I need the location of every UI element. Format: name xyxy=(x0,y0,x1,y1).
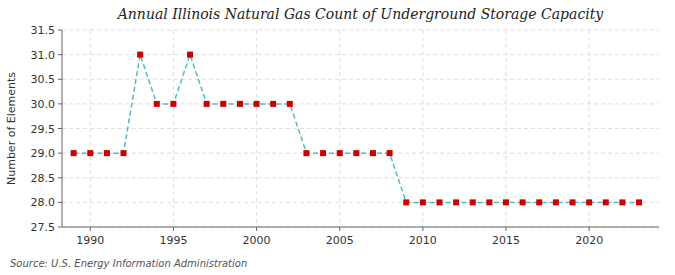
tick-mark xyxy=(58,103,62,104)
tick-mark xyxy=(256,227,257,231)
tick-label: 31.5 xyxy=(31,24,56,37)
grid-line xyxy=(589,30,590,227)
annotation: Source: U.S. Energy Information Administ… xyxy=(10,258,247,269)
tick-mark xyxy=(58,153,62,154)
grid-line xyxy=(62,54,659,55)
data-point xyxy=(137,52,143,58)
tick-label: 28.5 xyxy=(31,172,56,185)
tick-label: 2005 xyxy=(326,234,354,247)
data-point xyxy=(71,150,77,156)
grid-line xyxy=(62,128,659,129)
data-point xyxy=(154,101,160,107)
tick-mark xyxy=(173,227,174,231)
grid-line xyxy=(62,177,659,178)
tick-label: 28.0 xyxy=(31,196,56,209)
plot-area xyxy=(71,52,642,206)
grid-line xyxy=(173,30,174,227)
grid-line xyxy=(90,30,91,227)
data-point xyxy=(187,52,193,58)
tick-label: 2000 xyxy=(243,234,271,247)
tick-label: 27.5 xyxy=(31,221,56,234)
data-point xyxy=(553,199,559,205)
tick-label: 30.0 xyxy=(31,98,56,111)
data-point xyxy=(121,150,127,156)
data-point xyxy=(170,101,176,107)
grid-line xyxy=(62,227,659,228)
data-point xyxy=(503,199,509,205)
tick-mark xyxy=(90,227,91,231)
tick-label: 30.5 xyxy=(31,73,56,86)
tick-label: 2010 xyxy=(409,234,437,247)
data-point xyxy=(619,199,625,205)
tick-label: 29.0 xyxy=(31,147,56,160)
data-point xyxy=(287,101,293,107)
grid-line xyxy=(62,103,659,104)
data-point xyxy=(520,199,526,205)
tick-label: 1995 xyxy=(159,234,187,247)
data-point xyxy=(420,199,426,205)
tick-mark xyxy=(58,227,62,228)
data-point xyxy=(254,101,260,107)
tick-mark xyxy=(58,54,62,55)
tick-mark xyxy=(422,227,423,231)
grid-line xyxy=(339,30,340,227)
tick-label: 31.0 xyxy=(31,49,56,62)
data-point xyxy=(536,199,542,205)
grid-line xyxy=(422,30,423,227)
tick-mark xyxy=(58,30,62,31)
tick-mark xyxy=(58,79,62,80)
data-point xyxy=(486,199,492,205)
data-point xyxy=(270,101,276,107)
data-point xyxy=(586,199,592,205)
data-point xyxy=(403,199,409,205)
data-point xyxy=(320,150,326,156)
data-point xyxy=(337,150,343,156)
grid xyxy=(62,30,659,227)
y-axis-line xyxy=(62,30,63,227)
tick-mark xyxy=(589,227,590,231)
data-point xyxy=(570,199,576,205)
tick-mark xyxy=(58,128,62,129)
grid-line xyxy=(506,30,507,227)
tick-label: 1990 xyxy=(76,234,104,247)
data-point xyxy=(470,199,476,205)
data-point xyxy=(603,199,609,205)
chart: 27.5 28.0 28.5 29.0 29.5 30.0 30.5 31.0 31.5 1990… xyxy=(0,0,675,275)
data-point xyxy=(104,150,110,156)
tick-mark xyxy=(58,177,62,178)
data-point xyxy=(436,199,442,205)
grid-line xyxy=(62,30,659,31)
grid-line xyxy=(256,30,257,227)
tick-mark xyxy=(339,227,340,231)
tick-label: 2015 xyxy=(492,234,520,247)
data-line xyxy=(74,55,639,203)
axes: 27.5 28.0 28.5 29.0 29.5 30.0 30.5 31.0 31.5 1990… xyxy=(31,24,660,247)
data-point xyxy=(204,101,210,107)
data-point xyxy=(387,150,393,156)
tick-mark xyxy=(58,202,62,203)
data-point xyxy=(353,150,359,156)
y-axis-label: Number of Elements xyxy=(5,72,18,185)
tick-mark xyxy=(506,227,507,231)
data-point xyxy=(453,199,459,205)
data-point xyxy=(237,101,243,107)
data-point xyxy=(370,150,376,156)
grid-line xyxy=(62,79,659,80)
grid-line xyxy=(62,153,659,154)
x-axis-line xyxy=(62,227,659,228)
data-point xyxy=(87,150,93,156)
data-point xyxy=(303,150,309,156)
data-point xyxy=(636,199,642,205)
data-point xyxy=(220,101,226,107)
tick-label: 29.5 xyxy=(31,123,56,136)
title: Annual Illinois Natural Gas Count of Und… xyxy=(116,6,605,22)
tick-label: 2020 xyxy=(575,234,603,247)
